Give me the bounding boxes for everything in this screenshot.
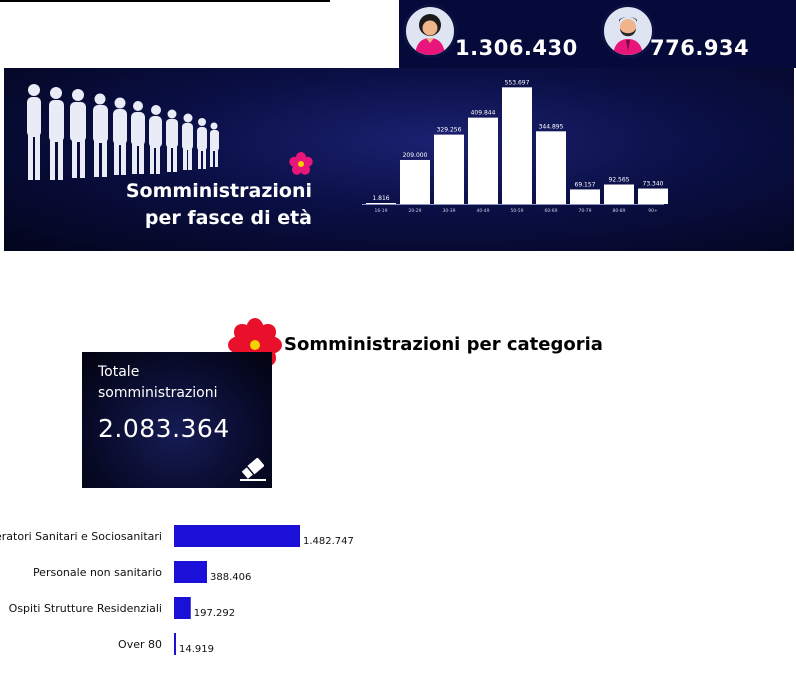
age-tick-label: 50-59 xyxy=(510,208,523,214)
age-tick-label: 80-89 xyxy=(612,208,625,214)
man-avatar-icon xyxy=(601,4,655,58)
age-tick-label: 70-79 xyxy=(578,208,591,214)
category-label: Personale non sanitario xyxy=(33,566,162,579)
male-count: 776.934 xyxy=(650,36,750,60)
age-bar xyxy=(502,87,532,204)
age-bar xyxy=(400,159,430,204)
category-section-title: Somministrazioni per categoria xyxy=(284,334,603,355)
age-bar xyxy=(638,188,668,204)
age-bar-value-label: 344.895 xyxy=(539,123,564,130)
age-bar-value-label: 409.844 xyxy=(471,110,496,117)
age-bar-value-label: 553.697 xyxy=(505,79,530,86)
age-tick-label: 90+ xyxy=(648,208,658,214)
woman-avatar-icon xyxy=(403,4,457,58)
total-card: Totale somministrazioni 2.083.364 xyxy=(82,352,272,488)
age-tick-label: 20-29 xyxy=(408,208,421,214)
age-bar-chart: 1.816 16-19 209.000 20-29 329.256 30-39 409.84… xyxy=(362,79,668,214)
category-bar xyxy=(174,597,191,619)
age-bar-value-label: 1.816 xyxy=(372,195,389,202)
total-label: Totale somministrazioni xyxy=(98,364,218,401)
age-chart-title: Somministrazioni per fasce di età xyxy=(126,178,312,232)
crowd-illustration-icon xyxy=(27,84,219,180)
category-label: Over 80 xyxy=(118,638,162,651)
age-bar-value-label: 69.157 xyxy=(575,181,596,188)
top-divider xyxy=(0,0,330,2)
age-title-line1: Somministrazioni xyxy=(125,180,312,202)
age-tick-label: 40-49 xyxy=(476,208,489,214)
category-bar xyxy=(174,561,208,583)
category-bar-chart: Operatori Sanitari e Sociosanitari 1.482.… xyxy=(0,525,354,655)
category-label: Operatori Sanitari e Sociosanitari xyxy=(0,530,162,543)
age-bar xyxy=(468,117,498,204)
age-bar-value-label: 73.340 xyxy=(643,181,664,188)
flower-small-icon xyxy=(289,152,313,175)
age-tick-label: 30-39 xyxy=(442,208,455,214)
female-count: 1.306.430 xyxy=(455,36,578,60)
age-bar xyxy=(434,134,464,204)
age-panel: Somministrazioni per fasce di età 1.816 1… xyxy=(4,68,794,251)
age-bar-value-label: 329.256 xyxy=(437,127,462,134)
eraser-icon[interactable] xyxy=(238,456,268,482)
age-title-line2: per fasce di età xyxy=(144,207,312,229)
age-bar-value-label: 92.565 xyxy=(609,176,630,183)
category-value-label: 388.406 xyxy=(210,572,251,583)
age-tick-label: 16-19 xyxy=(374,208,387,214)
category-bar xyxy=(174,633,176,655)
age-bar xyxy=(570,189,600,204)
category-label: Ospiti Strutture Residenziali xyxy=(9,602,162,615)
age-bar-value-label: 209.000 xyxy=(403,152,428,159)
category-value-label: 1.482.747 xyxy=(303,536,354,547)
total-value: 2.083.364 xyxy=(98,414,230,443)
age-bar xyxy=(536,131,566,204)
category-bar xyxy=(174,525,300,547)
gender-panel: 1.306.430 776.934 xyxy=(399,0,796,68)
category-value-label: 14.919 xyxy=(179,644,214,655)
age-tick-label: 60-69 xyxy=(544,208,557,214)
category-value-label: 197.292 xyxy=(194,608,235,619)
age-bar xyxy=(366,203,396,204)
age-bar xyxy=(604,184,634,204)
